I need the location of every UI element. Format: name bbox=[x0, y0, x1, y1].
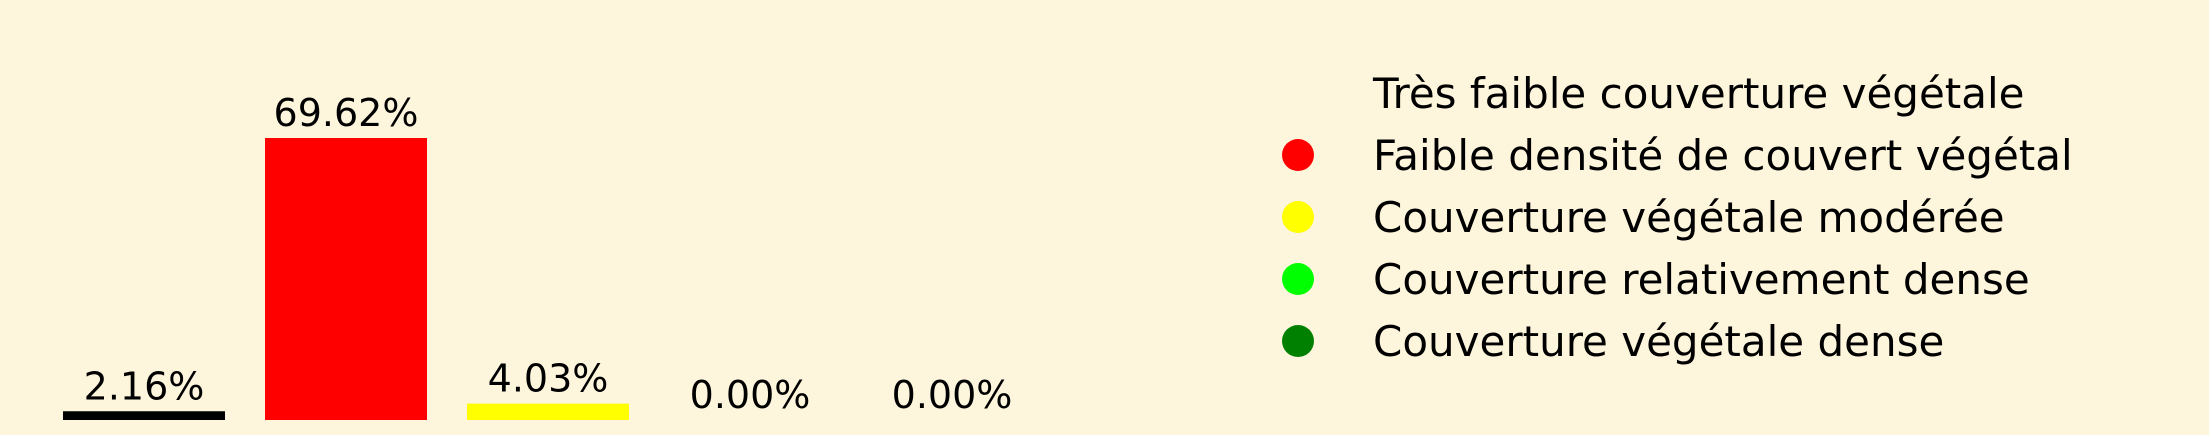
legend-item: Faible densité de couvert végétal bbox=[1282, 131, 2073, 180]
legend-label: Couverture végétale modérée bbox=[1373, 193, 2005, 242]
bar-value-label: 0.00% bbox=[690, 373, 811, 417]
bar-1 bbox=[63, 411, 225, 420]
legend-item: Couverture végétale dense bbox=[1282, 317, 1944, 366]
legend: Très faible couverture végétale Faible de… bbox=[1282, 69, 2073, 366]
legend-item: Couverture relativement dense bbox=[1282, 255, 2030, 304]
legend-marker bbox=[1282, 263, 1314, 295]
legend-label: Couverture relativement dense bbox=[1373, 255, 2030, 304]
legend-marker bbox=[1282, 325, 1314, 357]
legend-label: Faible densité de couvert végétal bbox=[1373, 131, 2073, 180]
bar-value-label: 69.62% bbox=[274, 91, 419, 135]
bar-value-labels: 2.16% 69.62% 4.03% 0.00% 0.00% bbox=[84, 91, 1013, 417]
bar-value-label: 2.16% bbox=[84, 364, 205, 408]
bar-3 bbox=[467, 403, 629, 420]
legend-item: Très faible couverture végétale bbox=[1372, 69, 2025, 118]
bar-2 bbox=[265, 138, 427, 420]
legend-item: Couverture végétale modérée bbox=[1282, 193, 2005, 242]
legend-marker bbox=[1282, 201, 1314, 233]
bar-value-label: 4.03% bbox=[488, 357, 609, 401]
legend-marker bbox=[1282, 139, 1314, 171]
bar-value-label: 0.00% bbox=[892, 373, 1013, 417]
legend-label: Très faible couverture végétale bbox=[1372, 69, 2025, 118]
bars-layer bbox=[63, 138, 629, 420]
legend-label: Couverture végétale dense bbox=[1373, 317, 1944, 366]
